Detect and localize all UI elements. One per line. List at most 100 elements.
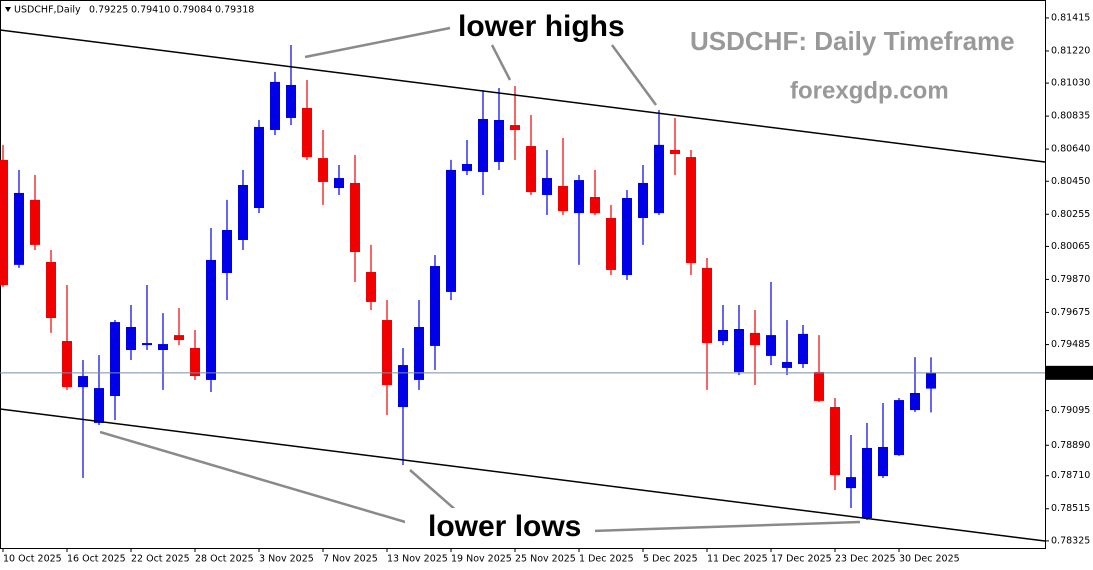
candle-body bbox=[622, 198, 632, 276]
candle-body bbox=[30, 199, 40, 245]
candle-body bbox=[254, 126, 264, 208]
candle-body bbox=[830, 407, 840, 476]
marks bbox=[0, 45, 936, 521]
candle-body bbox=[94, 388, 104, 423]
candle-body bbox=[14, 192, 24, 265]
candle-body bbox=[638, 182, 648, 218]
x-tick-label: 3 Nov 2025 bbox=[259, 554, 314, 565]
annotation-pointers bbox=[99, 26, 861, 533]
x-tick-label: 13 Nov 2025 bbox=[387, 554, 448, 565]
candle-body bbox=[926, 372, 936, 389]
candle-body bbox=[286, 84, 296, 118]
candle-body bbox=[862, 447, 872, 519]
price-label: 0.79318 bbox=[1051, 367, 1090, 378]
candle-body bbox=[750, 332, 760, 346]
y-tick-label: 0.79095 bbox=[1051, 405, 1090, 416]
x-tick-label: 1 Dec 2025 bbox=[579, 554, 634, 565]
candle-body bbox=[606, 217, 616, 270]
annotation-bg bbox=[405, 508, 595, 544]
candle-body bbox=[78, 376, 88, 388]
y-tick-label: 0.79485 bbox=[1051, 339, 1090, 350]
candle-body bbox=[526, 146, 536, 193]
price-label-bg bbox=[1046, 365, 1093, 380]
candle-body bbox=[814, 371, 824, 401]
watermark-site: forexgdp.com bbox=[790, 77, 949, 104]
y-tick-label: 0.78515 bbox=[1051, 503, 1090, 514]
candle-body bbox=[878, 446, 888, 477]
candle-body bbox=[126, 326, 136, 350]
candle-body bbox=[46, 261, 56, 319]
y-tick-label: 0.80835 bbox=[1051, 111, 1090, 122]
upper-trendline bbox=[0, 29, 1046, 163]
candle-body bbox=[910, 392, 920, 411]
y-tick-label: 0.80450 bbox=[1051, 176, 1090, 187]
x-tick-label: 28 Oct 2025 bbox=[195, 554, 254, 565]
candle-body bbox=[190, 347, 200, 377]
lower-trendline bbox=[0, 408, 1046, 542]
y-tick-label: 0.78710 bbox=[1051, 470, 1090, 481]
y-tick-label: 0.81415 bbox=[1051, 12, 1090, 23]
candle-body bbox=[798, 333, 808, 365]
candle-body bbox=[270, 81, 280, 130]
header-value: 0.79410 bbox=[131, 5, 170, 16]
candle-body bbox=[462, 163, 472, 171]
candle-body bbox=[686, 157, 696, 263]
candle-body bbox=[574, 180, 584, 214]
header-icon bbox=[5, 7, 11, 12]
candle-body bbox=[350, 182, 360, 252]
x-tick-label: 22 Oct 2025 bbox=[131, 554, 190, 565]
x-tick-label: 16 Oct 2025 bbox=[67, 554, 126, 565]
x-tick-label: 25 Nov 2025 bbox=[515, 554, 576, 565]
candle-body bbox=[478, 118, 488, 172]
candle-body bbox=[446, 169, 456, 292]
candle-body bbox=[510, 125, 520, 130]
candle-body bbox=[414, 326, 424, 380]
candle-body bbox=[62, 341, 72, 388]
x-tick-label: 10 Oct 2025 bbox=[3, 554, 62, 565]
candle-body bbox=[542, 178, 552, 195]
candle-body bbox=[174, 335, 184, 341]
candle-body bbox=[302, 107, 312, 158]
candle-body bbox=[702, 267, 712, 344]
candle-body bbox=[0, 159, 8, 286]
x-tick-label: 7 Nov 2025 bbox=[323, 554, 378, 565]
x-tick-label: 30 Dec 2025 bbox=[899, 554, 960, 565]
x-tick-label: 11 Dec 2025 bbox=[707, 554, 768, 565]
candle-body bbox=[366, 271, 376, 302]
y-tick-label: 0.79870 bbox=[1051, 274, 1090, 285]
annotation: lower lows bbox=[428, 510, 581, 543]
y-tick-label: 0.78325 bbox=[1051, 535, 1090, 546]
header-symbol: USDCHF,Daily bbox=[14, 5, 81, 16]
candle-body bbox=[782, 362, 792, 368]
candle-body bbox=[110, 322, 120, 397]
y-tick-label: 0.78890 bbox=[1051, 440, 1090, 451]
candle-body bbox=[334, 178, 344, 189]
candle-body bbox=[238, 184, 248, 240]
header-value: 0.79318 bbox=[215, 5, 254, 16]
candle-body bbox=[894, 400, 904, 456]
candle-body bbox=[430, 266, 440, 346]
candle-body bbox=[494, 119, 504, 162]
y-tick-label: 0.80640 bbox=[1051, 144, 1090, 155]
candle-body bbox=[846, 477, 856, 489]
candle-body bbox=[766, 335, 776, 356]
x-tick-label: 5 Dec 2025 bbox=[643, 554, 698, 565]
x-tick-label: 17 Dec 2025 bbox=[771, 554, 832, 565]
y-tick-label: 0.81030 bbox=[1051, 78, 1090, 89]
header-value: 0.79084 bbox=[173, 5, 212, 16]
y-tick-label: 0.79675 bbox=[1051, 307, 1090, 318]
y-tick-label: 0.80255 bbox=[1051, 209, 1090, 220]
candle-body bbox=[718, 330, 728, 342]
candle-body bbox=[670, 149, 680, 155]
candle-body bbox=[734, 329, 744, 372]
candle-body bbox=[398, 365, 408, 408]
candle-body bbox=[654, 144, 664, 214]
x-tick-label: 23 Dec 2025 bbox=[835, 554, 896, 565]
watermark-title: USDCHF: Daily Timeframe bbox=[690, 26, 1015, 56]
candle-body bbox=[206, 259, 216, 380]
candle-body bbox=[222, 229, 232, 273]
annotation: lower highs bbox=[458, 10, 625, 43]
candle-body bbox=[158, 344, 168, 350]
x-tick-label: 19 Nov 2025 bbox=[451, 554, 512, 565]
